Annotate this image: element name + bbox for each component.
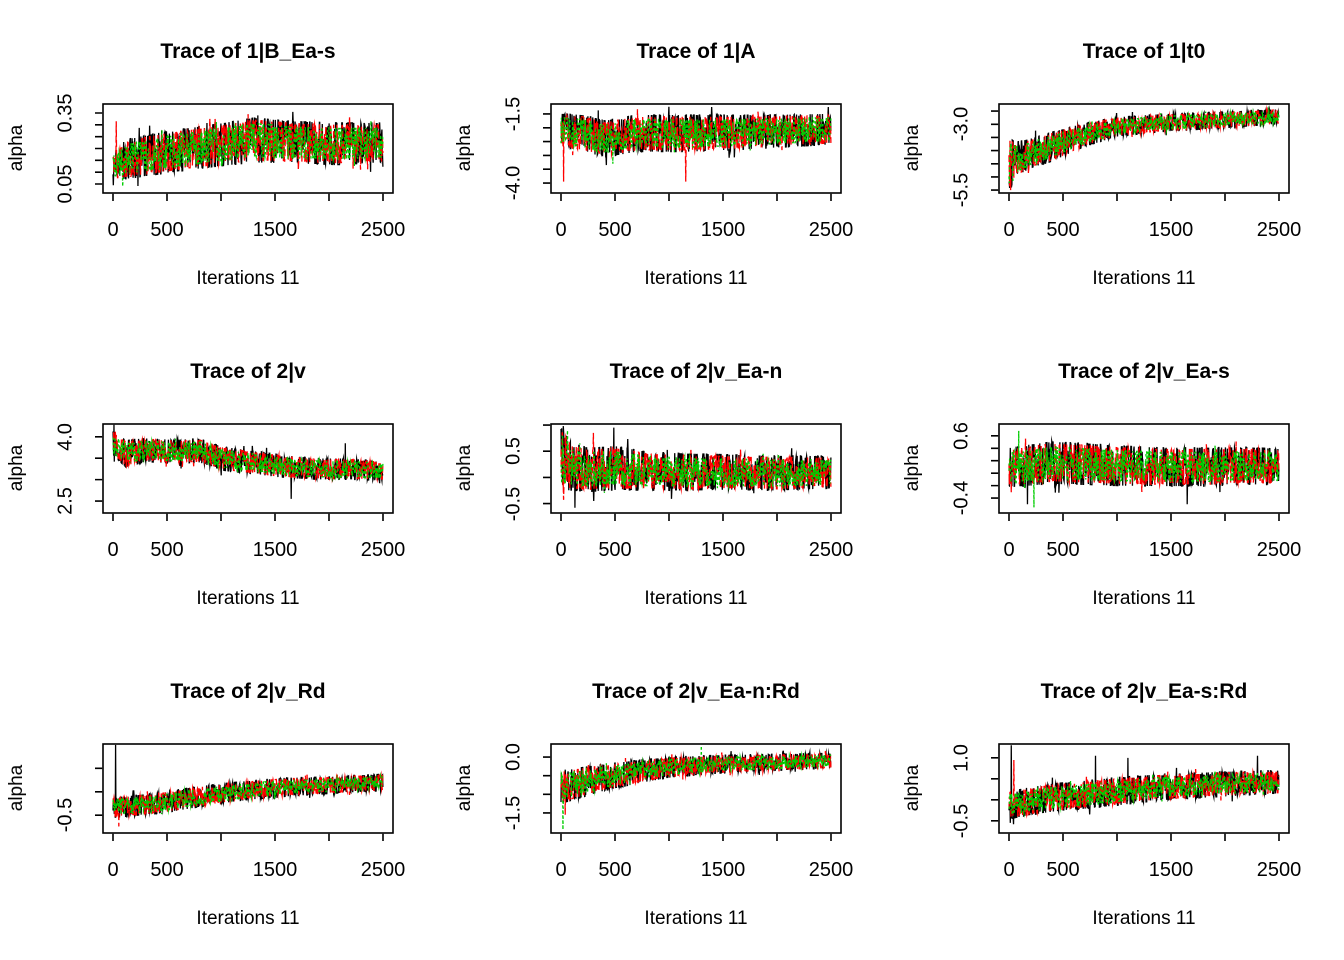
y-axis-label: alpha [6,444,27,492]
trace-canvas [448,640,896,960]
y-tick-label: 0.05 [54,164,77,204]
y-tick-label: 0.0 [502,743,525,771]
plot-title: Trace of 1|B_Ea-s [160,40,336,63]
plot-title: Trace of 1|t0 [1082,40,1206,63]
y-axis-label: alpha [454,124,475,172]
plot-title: Trace of 2|v_Rd [170,680,326,703]
x-tick-label: 2500 [1256,539,1302,561]
trace-canvas [448,0,896,320]
x-tick-label: 0 [1003,859,1015,881]
x-tick-label: 0 [555,859,567,881]
x-tick-label: 500 [150,219,184,241]
trace-plot-1-a: Trace of 1|A alpha Iterations 11 0 500 150… [448,0,896,320]
x-tick-label: 500 [150,859,184,881]
plot-title: Trace of 2|v_Ea-s:Rd [1040,680,1248,703]
x-axis-label: Iterations 11 [196,268,300,289]
trace-canvas [0,0,448,320]
x-axis-label: Iterations 11 [644,268,748,289]
x-tick-label: 1500 [700,859,746,881]
y-axis-label: alpha [6,124,27,172]
trace-plot-1-t0: Trace of 1|t0 alpha Iterations 11 0 500 15… [896,0,1344,320]
y-axis-label: alpha [902,124,923,172]
y-tick-label: -1.5 [502,96,525,132]
x-tick-label: 1500 [700,219,746,241]
y-axis-label: alpha [6,764,27,812]
x-axis-label: Iterations 11 [196,908,300,929]
y-tick-label: -5.5 [950,172,973,208]
plot-title: Trace of 1|A [636,40,756,63]
x-tick-label: 0 [107,219,119,241]
y-tick-label: -0.5 [950,803,973,839]
trace-canvas [896,640,1344,960]
y-tick-label: 4.0 [54,422,77,451]
plot-title: Trace of 2|v_Ea-s [1058,360,1230,383]
y-tick-label: -3.0 [950,107,973,142]
trace-canvas [0,320,448,640]
x-tick-label: 0 [107,539,119,561]
y-axis-label: alpha [454,764,475,812]
x-tick-label: 2500 [360,539,406,561]
plot-title: Trace of 2|v_Ea-n:Rd [592,680,800,703]
x-tick-label: 1500 [700,539,746,561]
x-axis-label: Iterations 11 [644,588,748,609]
x-tick-label: 500 [1046,219,1080,241]
x-axis-label: Iterations 11 [1092,588,1196,609]
x-tick-label: 500 [1046,539,1080,561]
y-axis-label: alpha [902,444,923,492]
trace-canvas [448,320,896,640]
y-tick-label: -4.0 [502,165,525,201]
x-tick-label: 1500 [252,219,298,241]
x-axis-label: Iterations 11 [1092,268,1196,289]
x-tick-label: 2500 [808,219,854,241]
x-tick-label: 0 [107,859,119,881]
y-tick-label: -0.4 [950,480,973,516]
x-axis-label: Iterations 11 [644,908,748,929]
trace-plot-2-v-ea-s-rd: Trace of 2|v_Ea-s:Rd alpha Iterations 11… [896,640,1344,960]
trace-canvas [0,640,448,960]
x-tick-label: 500 [1046,859,1080,881]
y-tick-label: 0.35 [54,93,77,133]
y-axis-label: alpha [454,444,475,492]
y-tick-label: 2.5 [54,487,77,515]
x-tick-label: 2500 [360,859,406,881]
x-tick-label: 0 [555,219,567,241]
x-tick-label: 2500 [808,859,854,881]
x-axis-label: Iterations 11 [1092,908,1196,929]
x-tick-label: 1500 [252,539,298,561]
y-tick-label: 0.6 [950,421,973,450]
trace-canvas [896,0,1344,320]
trace-plot-2-v-ea-n: Trace of 2|v_Ea-n alpha Iterations 11 0 5… [448,320,896,640]
x-tick-label: 2500 [1256,859,1302,881]
trace-plot-2-v-rd: Trace of 2|v_Rd alpha Iterations 11 0 500… [0,640,448,960]
y-tick-label: 1.0 [950,743,973,772]
x-tick-label: 1500 [252,859,298,881]
x-axis-label: Iterations 11 [196,588,300,609]
trace-canvas [896,320,1344,640]
x-tick-label: 500 [150,539,184,561]
y-tick-label: -0.5 [54,797,77,833]
x-tick-label: 0 [555,539,567,561]
x-tick-label: 2500 [808,539,854,561]
y-tick-label: -1.5 [502,795,525,831]
trace-plot-2-v-ea-n-rd: Trace of 2|v_Ea-n:Rd alpha Iterations 11… [448,640,896,960]
plot-title: Trace of 2|v_Ea-n [609,360,783,383]
x-tick-label: 500 [598,539,632,561]
x-tick-label: 0 [1003,219,1015,241]
x-tick-label: 500 [598,219,632,241]
y-tick-label: -0.5 [502,486,525,521]
x-tick-label: 1500 [1148,539,1194,561]
x-tick-label: 2500 [1256,219,1302,241]
plot-title: Trace of 2|v [190,360,306,383]
x-tick-label: 1500 [1148,859,1194,881]
x-tick-label: 2500 [360,219,406,241]
x-tick-label: 1500 [1148,219,1194,241]
y-tick-label: 0.5 [502,437,525,466]
x-tick-label: 500 [598,859,632,881]
x-tick-label: 0 [1003,539,1015,561]
trace-plot-1-b-ea-s: Trace of 1|B_Ea-s alpha Iterations 11 0 5… [0,0,448,320]
y-axis-label: alpha [902,764,923,812]
trace-plot-2-v: Trace of 2|v alpha Iterations 11 0 500 150… [0,320,448,640]
trace-plot-2-v-ea-s: Trace of 2|v_Ea-s alpha Iterations 11 0 5… [896,320,1344,640]
